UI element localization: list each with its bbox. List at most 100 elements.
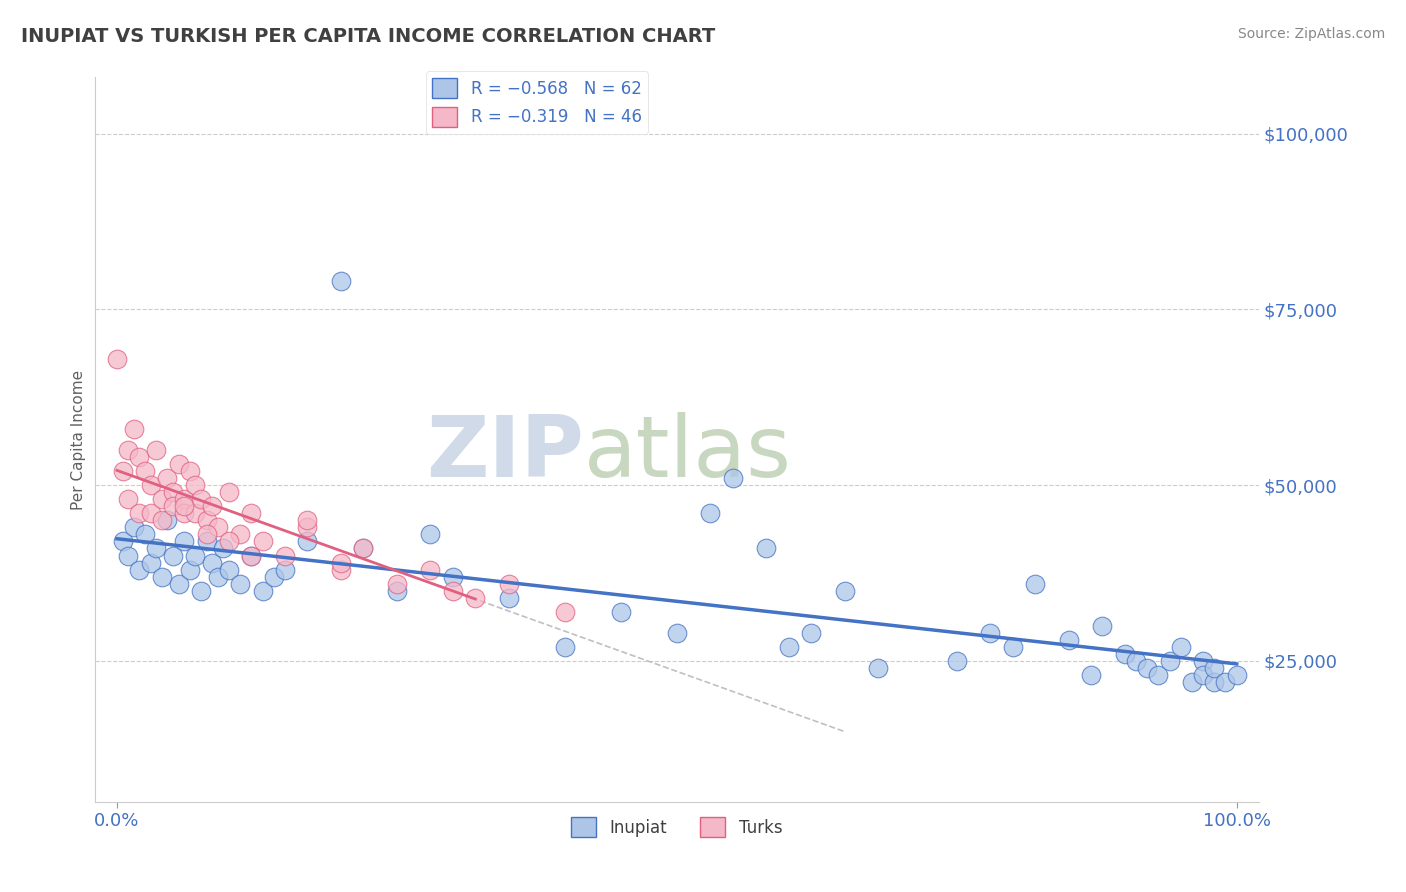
Point — [111, 464, 134, 478]
Point — [150, 569, 173, 583]
Point — [1114, 647, 1136, 661]
Point — [385, 583, 408, 598]
Point — [218, 563, 240, 577]
Point — [1024, 576, 1046, 591]
Point — [352, 541, 374, 556]
Point — [167, 457, 190, 471]
Point — [190, 583, 212, 598]
Point — [207, 520, 229, 534]
Point — [419, 527, 441, 541]
Point — [240, 549, 263, 563]
Point — [554, 605, 576, 619]
Legend: Inupiat, Turks: Inupiat, Turks — [565, 810, 789, 844]
Point — [297, 534, 319, 549]
Point — [1125, 654, 1147, 668]
Point — [274, 563, 297, 577]
Point — [150, 513, 173, 527]
Point — [498, 591, 520, 605]
Point — [755, 541, 778, 556]
Point — [212, 541, 235, 556]
Point — [721, 471, 744, 485]
Point — [122, 422, 145, 436]
Point — [190, 492, 212, 507]
Point — [184, 506, 207, 520]
Point — [979, 625, 1001, 640]
Point — [201, 500, 224, 514]
Point — [229, 527, 252, 541]
Text: Source: ZipAtlas.com: Source: ZipAtlas.com — [1237, 27, 1385, 41]
Point — [117, 443, 139, 458]
Point — [150, 492, 173, 507]
Point — [297, 520, 319, 534]
Point — [195, 513, 218, 527]
Point — [1192, 668, 1215, 682]
Point — [218, 485, 240, 500]
Point — [139, 478, 162, 492]
Point — [105, 351, 128, 366]
Point — [419, 563, 441, 577]
Point — [240, 506, 263, 520]
Point — [167, 576, 190, 591]
Point — [229, 576, 252, 591]
Point — [464, 591, 486, 605]
Point — [128, 506, 150, 520]
Text: atlas: atlas — [583, 412, 792, 495]
Point — [1181, 675, 1204, 690]
Point — [352, 541, 374, 556]
Point — [441, 569, 464, 583]
Point — [1204, 661, 1226, 675]
Point — [665, 625, 688, 640]
Point — [195, 527, 218, 541]
Point — [111, 534, 134, 549]
Point — [139, 556, 162, 570]
Point — [498, 576, 520, 591]
Point — [240, 549, 263, 563]
Point — [162, 500, 184, 514]
Point — [699, 506, 721, 520]
Point — [252, 583, 274, 598]
Point — [128, 450, 150, 464]
Point — [329, 556, 352, 570]
Point — [184, 478, 207, 492]
Point — [1057, 632, 1080, 647]
Point — [218, 534, 240, 549]
Point — [134, 527, 156, 541]
Point — [195, 534, 218, 549]
Point — [800, 625, 823, 640]
Point — [1159, 654, 1181, 668]
Point — [868, 661, 890, 675]
Point — [329, 274, 352, 288]
Point — [139, 506, 162, 520]
Point — [145, 443, 167, 458]
Text: INUPIAT VS TURKISH PER CAPITA INCOME CORRELATION CHART: INUPIAT VS TURKISH PER CAPITA INCOME COR… — [21, 27, 716, 45]
Point — [385, 576, 408, 591]
Point — [1091, 619, 1114, 633]
Point — [252, 534, 274, 549]
Point — [128, 563, 150, 577]
Point — [1080, 668, 1102, 682]
Point — [179, 464, 201, 478]
Point — [263, 569, 285, 583]
Point — [1001, 640, 1024, 654]
Point — [173, 492, 195, 507]
Point — [162, 549, 184, 563]
Point — [1204, 675, 1226, 690]
Point — [274, 549, 297, 563]
Point — [117, 492, 139, 507]
Point — [1192, 654, 1215, 668]
Point — [297, 513, 319, 527]
Point — [1147, 668, 1170, 682]
Point — [173, 500, 195, 514]
Point — [834, 583, 856, 598]
Point — [162, 485, 184, 500]
Point — [1170, 640, 1192, 654]
Point — [778, 640, 800, 654]
Point — [134, 464, 156, 478]
Point — [156, 471, 179, 485]
Point — [122, 520, 145, 534]
Point — [179, 563, 201, 577]
Point — [1136, 661, 1159, 675]
Point — [610, 605, 633, 619]
Point — [329, 563, 352, 577]
Point — [184, 549, 207, 563]
